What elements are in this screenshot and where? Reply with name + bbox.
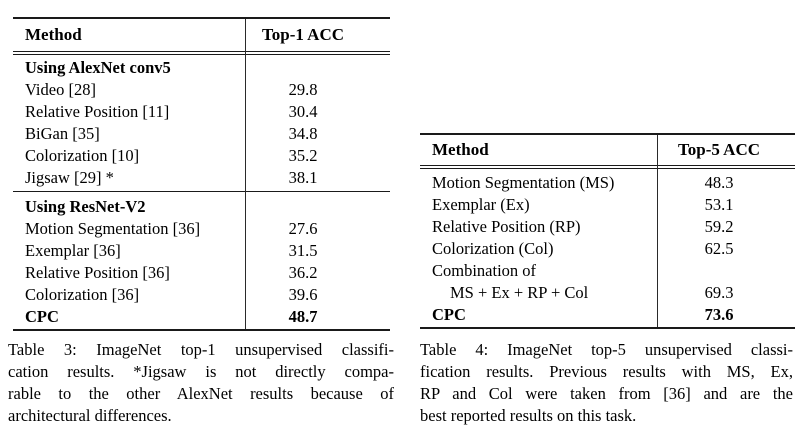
table-row: Exemplar [36] 31.5 (13, 240, 390, 262)
method-cell: BiGan [35] (25, 124, 100, 143)
caption-line: cation results. *Jigsaw is not directly … (8, 362, 394, 381)
method-cell: Video [28] (25, 80, 96, 99)
column-header-method: Method (25, 25, 82, 44)
table-row: Relative Position [11] 30.4 (13, 101, 390, 123)
table-row: Colorization [10] 35.2 (13, 145, 390, 167)
table-row: Video [28] 29.8 (13, 79, 390, 101)
table-3-caption: Table 3: ImageNet top-1 unsupervised cla… (8, 339, 394, 427)
value-cell: 35.2 (288, 146, 318, 165)
method-cell: Colorization (Col) (432, 239, 554, 258)
caption-line: best reported results on this task. (420, 406, 637, 425)
value-cell: 30.4 (288, 102, 318, 121)
section-header-row: Using AlexNet conv5 (13, 57, 390, 79)
value-cell: 39.6 (288, 285, 318, 304)
table-row: Colorization [36] 39.6 (13, 284, 390, 306)
column-divider (657, 135, 658, 327)
double-rule (13, 51, 390, 55)
value-cell: 69.3 (704, 283, 734, 302)
column-header-top1-acc: Top-1 ACC (261, 25, 345, 44)
table-row: BiGan [35] 34.8 (13, 123, 390, 145)
method-cell: CPC (25, 307, 59, 326)
caption-line: Table 4: ImageNet top-5 unsupervised cla… (420, 340, 793, 359)
value-cell: 31.5 (288, 241, 318, 260)
table-row-cpc: CPC 48.7 (13, 306, 390, 328)
caption-line: architectural differences. (8, 406, 172, 425)
value-cell: 73.6 (704, 305, 734, 324)
table-row: Exemplar (Ex) 53.1 (420, 194, 795, 216)
method-cell: Colorization [36] (25, 285, 140, 304)
value-cell: 38.1 (288, 168, 318, 187)
table-row: Combination of (420, 260, 795, 282)
value-cell: 62.5 (704, 239, 734, 258)
method-cell: Jigsaw [29] * (25, 168, 114, 187)
method-cell: Motion Segmentation [36] (25, 219, 201, 238)
table-4-caption: Table 4: ImageNet top-5 unsupervised cla… (420, 339, 793, 427)
double-rule (420, 165, 795, 169)
section-resnet: Using ResNet-V2 Motion Segmentation [36]… (13, 194, 390, 328)
value-cell: 34.8 (288, 124, 318, 143)
mid-rule (13, 191, 390, 192)
method-cell: Exemplar (Ex) (432, 195, 530, 214)
method-cell: Colorization [10] (25, 146, 140, 165)
value-cell: 53.1 (704, 195, 734, 214)
table-4-body: Motion Segmentation (MS) 48.3 Exemplar (… (420, 169, 795, 326)
caption-line: fication results. Previous results with … (420, 362, 793, 381)
value-cell: 27.6 (288, 219, 318, 238)
section-alexnet: Using AlexNet conv5 Video [28] 29.8 Rela… (13, 55, 390, 189)
table-row: MS + Ex + RP + Col 69.3 (420, 282, 795, 304)
method-cell: Relative Position [11] (25, 102, 170, 121)
method-cell: Relative Position [36] (25, 263, 170, 282)
value-cell: 48.3 (704, 173, 734, 192)
table-row: Jigsaw [29] * 38.1 (13, 167, 390, 189)
table-row: Relative Position (RP) 59.2 (420, 216, 795, 238)
method-cell: Motion Segmentation (MS) (432, 173, 615, 192)
value-cell: 29.8 (288, 80, 318, 99)
value-cell: 59.2 (704, 217, 734, 236)
table-4: Method Top-5 ACC Motion Segmentation (MS… (420, 133, 795, 329)
table-header-row: Method Top-1 ACC (13, 19, 390, 51)
table-3: Method Top-1 ACC Using AlexNet conv5 Vid… (13, 17, 390, 331)
caption-line: rable to the other AlexNet results becau… (8, 384, 394, 403)
table-row: Relative Position [36] 36.2 (13, 262, 390, 284)
table-header-row: Method Top-5 ACC (420, 135, 795, 165)
caption-line: RP and Col were taken from [36] and are … (420, 384, 793, 403)
method-cell: CPC (432, 305, 466, 324)
column-header-top5-acc: Top-5 ACC (677, 140, 761, 159)
column-divider (245, 19, 246, 329)
section-title: Using AlexNet conv5 (25, 58, 171, 77)
value-cell (245, 196, 361, 218)
method-cell: Combination of (432, 261, 537, 280)
table-row-cpc: CPC 73.6 (420, 304, 795, 326)
value-cell (657, 260, 781, 282)
table-row: Motion Segmentation (MS) 48.3 (420, 172, 795, 194)
value-cell: 48.7 (288, 307, 318, 326)
method-cell: MS + Ex + RP + Col (450, 283, 589, 302)
section-header-row: Using ResNet-V2 (13, 196, 390, 218)
section-title: Using ResNet-V2 (25, 197, 146, 216)
table-row: Motion Segmentation [36] 27.6 (13, 218, 390, 240)
value-cell (245, 57, 361, 79)
method-cell: Relative Position (RP) (432, 217, 581, 236)
method-cell: Exemplar [36] (25, 241, 121, 260)
table-row: Colorization (Col) 62.5 (420, 238, 795, 260)
column-header-method: Method (432, 140, 489, 159)
caption-line: Table 3: ImageNet top-1 unsupervised cla… (8, 340, 394, 359)
value-cell: 36.2 (288, 263, 318, 282)
